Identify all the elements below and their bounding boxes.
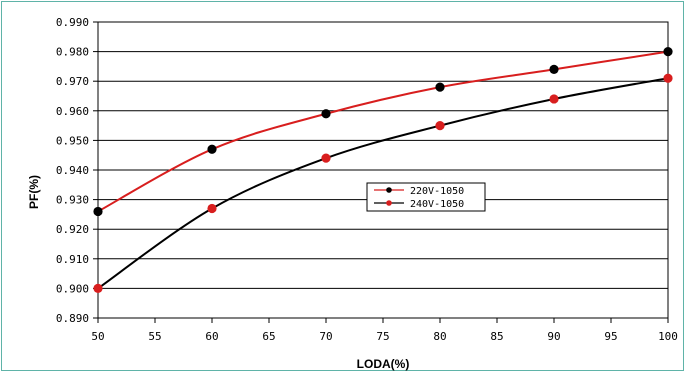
y-tick-label: 0.950 — [56, 134, 89, 147]
legend-label-220v: 220V-1050 — [410, 186, 464, 197]
data-point-220v — [435, 82, 445, 92]
data-point-240v — [321, 153, 331, 163]
series-lines — [97, 50, 669, 290]
data-point-220v — [549, 64, 559, 74]
y-tick-label: 0.920 — [56, 223, 89, 236]
data-point-240v — [663, 73, 673, 83]
series-markers — [93, 47, 673, 293]
series-line-240v — [97, 77, 669, 290]
y-tick-label: 0.900 — [56, 282, 89, 295]
x-tick-label: 75 — [376, 330, 389, 343]
x-tick-label: 50 — [91, 330, 104, 343]
x-tick-label: 85 — [490, 330, 503, 343]
legend-marker-240v — [386, 200, 392, 206]
data-point-240v — [207, 203, 217, 214]
y-tick-label: 0.930 — [56, 194, 89, 207]
y-tick-labels: 0.990 0.980 0.970 0.960 0.950 0.940 0.930 0.920… — [56, 16, 89, 325]
legend-box — [366, 182, 486, 212]
y-tick-label: 0.940 — [56, 164, 89, 177]
data-point-220v — [93, 206, 103, 217]
data-point-220v — [663, 47, 673, 57]
data-point-220v — [321, 109, 331, 119]
y-tick-label: 0.890 — [56, 312, 89, 325]
x-tick-label: 65 — [262, 330, 275, 343]
x-tick-label: 95 — [604, 330, 617, 343]
x-tick-label: 60 — [205, 330, 218, 343]
legend-marker-220v — [386, 187, 392, 193]
x-tick-label: 100 — [658, 330, 678, 343]
data-point-220v — [207, 144, 217, 154]
y-tick-label: 0.990 — [56, 16, 89, 29]
legend-label-240v: 240V-1050 — [410, 199, 464, 210]
y-axis-title: PF(%) — [27, 175, 41, 209]
series-line-220v — [97, 50, 669, 213]
x-tick-label: 90 — [547, 330, 560, 343]
x-axis-title: LODA(%) — [357, 357, 410, 371]
x-tick-label: 70 — [319, 330, 332, 343]
data-point-240v — [435, 121, 445, 131]
x-tick-label: 80 — [433, 330, 446, 343]
y-tick-label: 0.910 — [56, 253, 89, 266]
x-tick-labels: 50 55 60 65 70 75 80 85 90 95 100 — [91, 330, 678, 343]
x-tick-label: 55 — [148, 330, 161, 343]
legend: 220V-1050 240V-1050 — [366, 182, 486, 212]
y-tick-label: 0.970 — [56, 75, 89, 88]
data-point-240v — [549, 94, 559, 104]
y-tick-label: 0.960 — [56, 105, 89, 118]
y-tick-label: 0.980 — [56, 46, 89, 59]
data-point-240v — [93, 283, 103, 293]
